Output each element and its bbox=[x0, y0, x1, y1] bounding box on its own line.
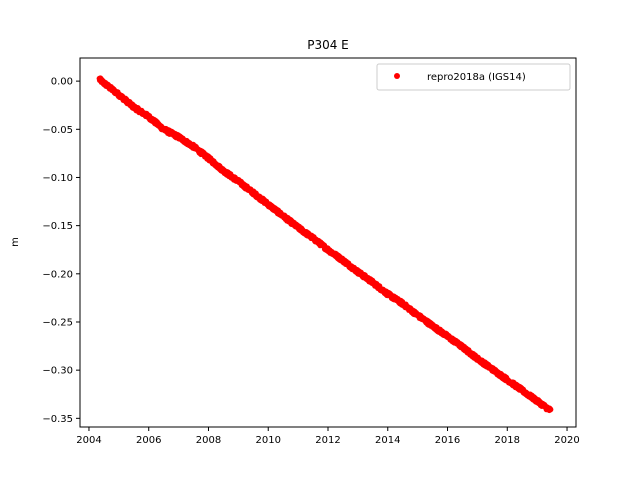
legend: repro2018a (IGS14) bbox=[376, 63, 571, 91]
y-tick-label: −0.20 bbox=[42, 269, 73, 280]
legend-marker bbox=[394, 73, 400, 79]
y-tick-label: −0.35 bbox=[42, 414, 73, 425]
y-tick-label: −0.10 bbox=[42, 173, 73, 184]
x-tick-label: 2006 bbox=[136, 435, 161, 446]
x-tick-label: 2008 bbox=[196, 435, 221, 446]
x-tick-label: 2018 bbox=[495, 435, 520, 446]
x-tick-label: 2004 bbox=[76, 435, 101, 446]
y-tick-label: 0.00 bbox=[51, 77, 73, 88]
x-tick-label: 2016 bbox=[435, 435, 460, 446]
x-axis: 2004 2006 2008 2010 2012 2014 2016 2018 2020 bbox=[76, 427, 580, 446]
x-tick-label: 2020 bbox=[554, 435, 579, 446]
y-tick-label: −0.25 bbox=[42, 317, 73, 328]
x-tick-label: 2010 bbox=[256, 435, 281, 446]
chart-title: P304 E bbox=[307, 38, 349, 52]
y-tick-label: −0.15 bbox=[42, 221, 73, 232]
y-axis: 0.00 −0.05 −0.10 −0.15 −0.20 −0.25 −0.30 −0.35 bbox=[42, 77, 80, 425]
y-tick-label: −0.30 bbox=[42, 366, 73, 377]
x-tick-label: 2014 bbox=[375, 435, 400, 446]
y-tick-label: −0.05 bbox=[42, 125, 73, 136]
plot-area bbox=[96, 75, 554, 414]
y-axis-label: m bbox=[10, 237, 21, 247]
data-point bbox=[547, 406, 554, 413]
x-tick-label: 2012 bbox=[315, 435, 340, 446]
legend-box bbox=[376, 63, 571, 91]
legend-label: repro2018a (IGS14) bbox=[427, 72, 526, 83]
